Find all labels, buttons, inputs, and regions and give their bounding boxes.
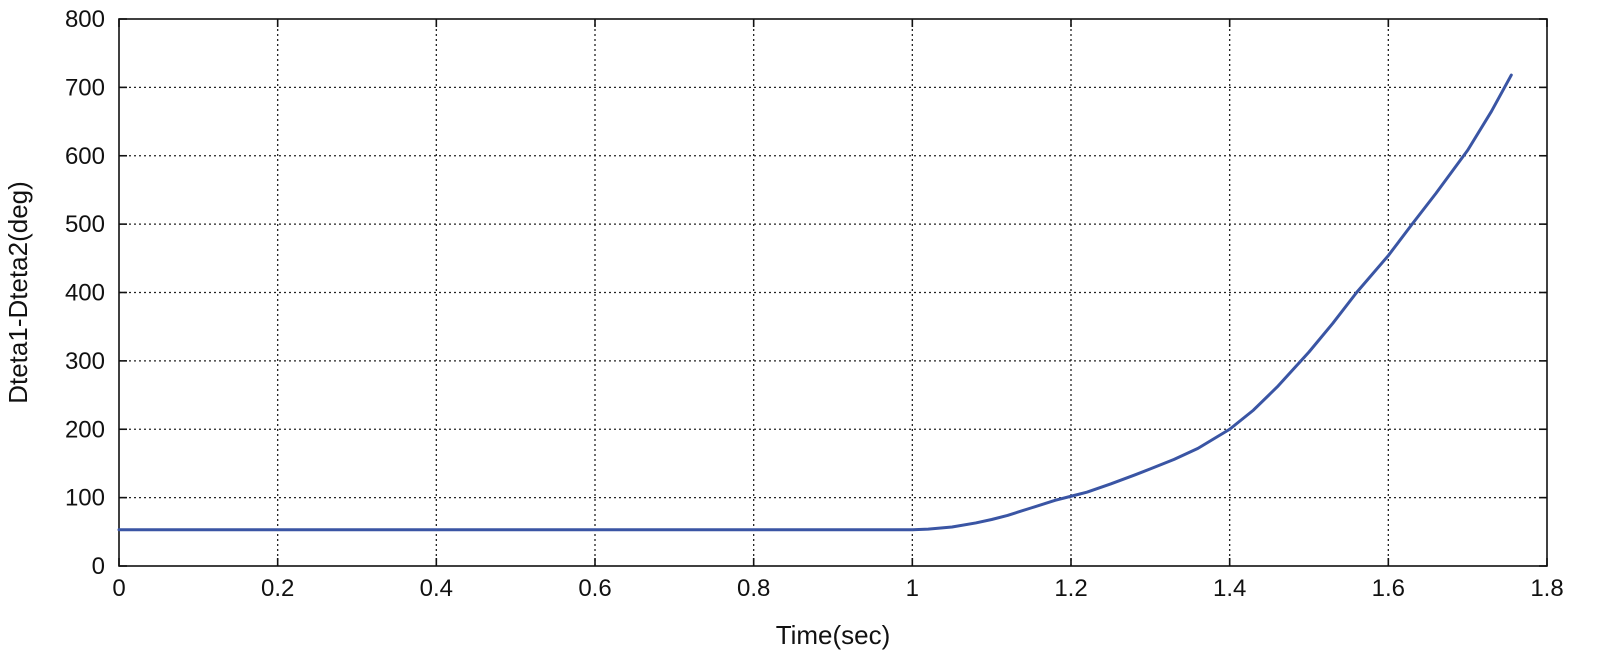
x-tick-label: 1.4 [1213, 575, 1246, 602]
y-tick-label: 600 [65, 143, 105, 170]
series-line-0 [117, 73, 1513, 532]
x-tick-label: 0.8 [737, 575, 770, 602]
y-tick-label: 800 [65, 6, 105, 33]
x-tick-label: 0.6 [578, 575, 611, 602]
y-tick-label: 100 [65, 485, 105, 512]
y-tick-label: 400 [65, 280, 105, 307]
y-axis-label: Dteta1-Dteta2(deg) [3, 181, 33, 404]
x-tick-label: 1.6 [1372, 575, 1405, 602]
y-tick-label: 0 [92, 553, 105, 580]
plot-frame [118, 18, 1548, 567]
series-group [117, 73, 1513, 532]
x-tick-label: 0.4 [420, 575, 453, 602]
y-tick-label: 300 [65, 348, 105, 375]
y-tick-label: 500 [65, 211, 105, 238]
axis-ticks: 0 0.2 0.4 0.6 0.8 1 1.2 1.4 1.6 1.8 0 100 200 300 400 5… [65, 6, 1564, 602]
x-tick-label: 1 [906, 575, 919, 602]
x-tick-label: 0.2 [261, 575, 294, 602]
grid [119, 19, 1547, 566]
x-tick-label: 0 [112, 575, 125, 602]
y-tick-label: 700 [65, 74, 105, 101]
y-tick-label: 200 [65, 416, 105, 443]
x-axis-label: Time(sec) [776, 620, 891, 650]
x-tick-label: 1.8 [1530, 575, 1563, 602]
x-tick-label: 1.2 [1054, 575, 1087, 602]
